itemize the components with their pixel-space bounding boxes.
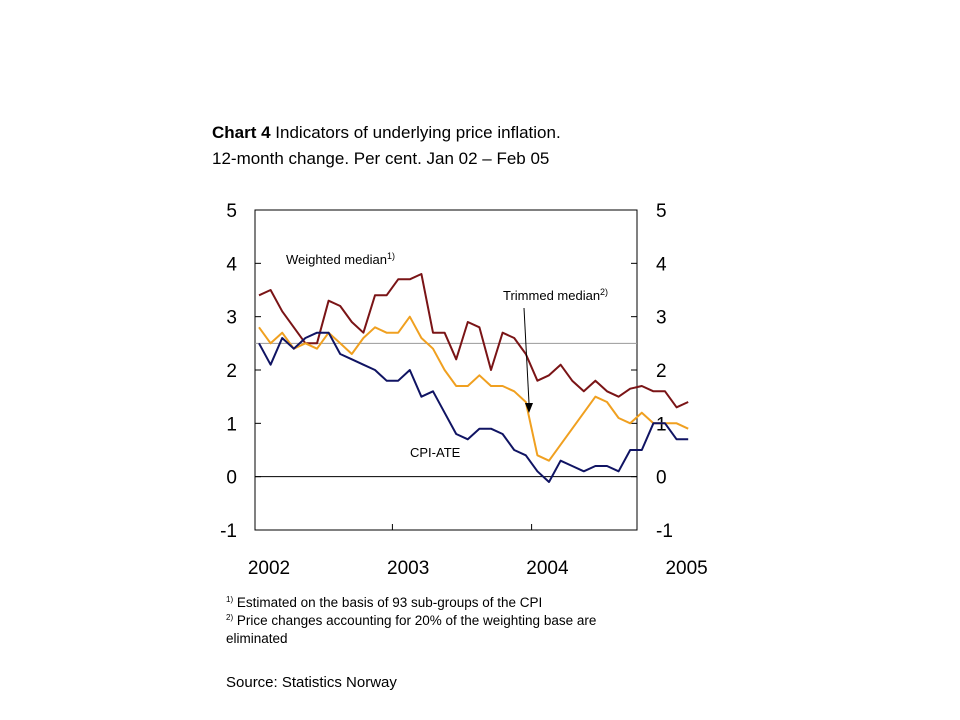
footnote-1-text: Estimated on the basis of 93 sub-groups … (233, 595, 543, 610)
source-note: Source: Statistics Norway (226, 674, 397, 691)
x-tick-label: 2003 (387, 558, 429, 579)
chart-title: Chart 4 Indicators of underlying price i… (212, 120, 561, 172)
y-tick-label-right: 2 (656, 361, 667, 382)
chart-title-line1: Chart 4 Indicators of underlying price i… (212, 120, 561, 146)
footnote-1: 1) Estimated on the basis of 93 sub-grou… (226, 594, 656, 612)
footnotes: 1) Estimated on the basis of 93 sub-grou… (226, 594, 656, 648)
y-tick-label-right: -1 (656, 521, 673, 542)
y-tick-label-right: 3 (656, 308, 667, 329)
chart-subtitle: 12-month change. Per cent. Jan 02 – Feb … (212, 149, 550, 168)
x-tick-label: 2002 (248, 558, 290, 579)
trimmed-median-line (258, 315, 689, 462)
cpi-ate-line (258, 331, 689, 483)
y-tick-label-left: -1 (220, 521, 237, 542)
y-tick-label-right: 1 (656, 414, 667, 435)
x-tick-label: 2005 (665, 558, 707, 579)
weighted-median-line (258, 273, 689, 409)
axis-ticks: 5 5 4 4 3 3 2 2 1 1 0 0 -1 -1 2002 2003 2004 2005 (220, 201, 708, 579)
y-tick-label-left: 0 (226, 468, 237, 489)
series-labels: Weighted median1) Trimmed median2) CPI-ATE (286, 251, 608, 460)
footnote-2-text: Price changes accounting for 20% of the … (226, 613, 597, 646)
y-tick-label-right: 0 (656, 468, 667, 489)
chart-title-text: Indicators of underlying price inflation… (270, 123, 561, 142)
footnote-2-mark: 2) (226, 613, 234, 622)
y-tick-label-right: 4 (656, 254, 667, 275)
trimmed-median-arrow-head (525, 403, 533, 413)
weighted-median-label: Weighted median1) (286, 251, 395, 267)
footnote-1-mark: 1) (226, 595, 234, 604)
trimmed-median-arrow-line (523, 307, 530, 404)
y-tick-label-left: 3 (226, 308, 237, 329)
y-tick-label-left: 4 (226, 254, 237, 275)
y-tick-label-left: 2 (226, 361, 237, 382)
footnote-2: 2) Price changes accounting for 20% of t… (226, 612, 656, 648)
x-tick-label: 2004 (526, 558, 569, 579)
y-tick-label-left: 5 (226, 201, 237, 222)
y-tick-label-right: 5 (656, 201, 667, 222)
cpi-ate-label: CPI-ATE (410, 445, 461, 460)
trimmed-median-label: Trimmed median2) (503, 287, 608, 303)
y-tick-label-left: 1 (226, 414, 237, 435)
chart-number: Chart 4 (212, 123, 271, 142)
series-lines (258, 273, 689, 483)
